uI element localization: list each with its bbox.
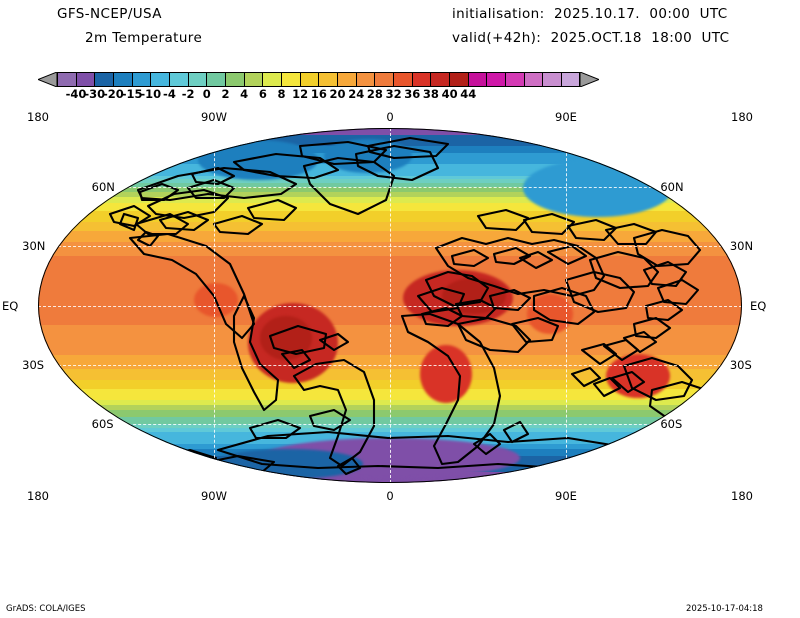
colorbar-swatch [374, 72, 394, 87]
colorbar-swatch [206, 72, 226, 87]
colorbar-tick-label: -15 [121, 87, 143, 101]
colorbar-tick-label: 0 [202, 87, 211, 101]
colorbar-swatch [169, 72, 188, 87]
colorbar-tick-label: 2 [221, 87, 230, 101]
colorbar-swatch [299, 72, 319, 87]
latitude-label-right: 60N [660, 180, 684, 195]
colorbar-tick-label: 32 [385, 87, 402, 101]
colorbar-tick-label: 38 [422, 87, 439, 101]
colorbar-swatch [411, 72, 431, 87]
latitude-label-left: 30N [22, 239, 46, 254]
longitude-label-top: 180 [731, 110, 753, 124]
colorbar-swatch [225, 72, 244, 87]
colorbar-tick-label: 24 [348, 87, 365, 101]
map-plot [38, 128, 742, 483]
map-canvas [38, 128, 742, 483]
page-title: GFS-NCEP/USA [57, 6, 162, 22]
colorbar-swatch [57, 72, 76, 87]
colorbar-swatch [486, 72, 506, 87]
temperature-anomaly-region [198, 140, 318, 180]
colorbar-swatch [523, 72, 543, 87]
colorbar-tick-labels: -40 -30 -20 -15 -10 -4 -2 0 2 4 6 8 12 16 20 24 28 32 36 38… [38, 87, 598, 103]
longitude-label-top: 180 [27, 110, 49, 124]
latitude-label-right: 30S [729, 357, 752, 372]
colorbar-swatch [262, 72, 282, 87]
latitude-label-left: EQ [2, 298, 19, 313]
colorbar-swatch [430, 72, 450, 87]
colorbar-swatch [393, 72, 412, 87]
colorbar-tick-label: -2 [181, 87, 195, 101]
latitude-label-left: 60S [91, 416, 114, 431]
colorbar-tick-label: 16 [310, 87, 327, 101]
colorbar-tick-label: 20 [329, 87, 346, 101]
longitude-label-bottom: 180 [731, 489, 753, 503]
longitude-label-top: 90W [200, 110, 228, 124]
longitude-label-top: 90E [555, 110, 577, 124]
colorbar-tick-label: 44 [460, 87, 477, 101]
temperature-anomaly-region [523, 159, 673, 217]
latitude-label-left: 30S [22, 357, 45, 372]
initialisation-time: initialisation: 2025.10.17. 00:00 UTC [452, 6, 728, 22]
colorbar-swatch [337, 72, 356, 87]
longitude-label-top: 0 [386, 110, 394, 124]
colorbar-swatch [131, 72, 151, 87]
valid-time: valid(+42h): 2025.OCT.18 18:00 UTC [452, 30, 730, 46]
temperature-anomaly-region [194, 283, 238, 317]
temperature-anomaly-region [420, 345, 472, 403]
field-title: 2m Temperature [85, 30, 203, 46]
colorbar-swatch [243, 72, 263, 87]
latitude-label-right: 60S [660, 416, 683, 431]
longitude-label-bottom: 90E [555, 489, 577, 503]
colorbar-swatch [318, 72, 338, 87]
colorbar-tick-label: 36 [404, 87, 421, 101]
longitude-label-bottom: 0 [386, 489, 394, 503]
temperature-anomaly-region [213, 449, 363, 479]
colorbar-swatch [150, 72, 170, 87]
colorbar-swatch [561, 72, 580, 87]
colorbar-tick-label: -10 [140, 87, 162, 101]
longitude-label-bottom: 90W [200, 489, 228, 503]
colorbar-tick-label: 8 [277, 87, 286, 101]
temperature-band [38, 481, 742, 483]
colorbar-swatch [281, 72, 300, 87]
latitude-label-right: EQ [750, 298, 767, 313]
colorbar-swatch [355, 72, 375, 87]
temperature-anomaly-region [260, 316, 312, 360]
footer-credit: GrADS: COLA/IGES [6, 604, 86, 614]
colorbar-swatch [542, 72, 562, 87]
temperature-anomaly-region [324, 139, 412, 173]
colorbar-swatch [187, 72, 207, 87]
footer-timestamp: 2025-10-17-04:18 [686, 604, 763, 614]
colorbar-tick-label: 40 [441, 87, 458, 101]
colorbar-swatch [449, 72, 468, 87]
colorbar-tick-label: 6 [258, 87, 267, 101]
colorbar-swatch [467, 72, 487, 87]
longitude-label-bottom: 180 [27, 489, 49, 503]
temperature-anomaly-region [442, 278, 506, 314]
colorbar-swatch [113, 72, 132, 87]
colorbar-tick-label: 12 [292, 87, 309, 101]
temperature-anomaly-region [527, 294, 573, 334]
colorbar-tick-label: -4 [163, 87, 176, 101]
colorbar-swatches [57, 72, 580, 87]
colorbar: -40 -30 -20 -15 -10 -4 -2 0 2 4 6 8 12 16 20 24 28 32 36 38… [38, 66, 599, 106]
colorbar-over-arrow-icon [580, 72, 599, 87]
colorbar-under-arrow-icon [38, 72, 57, 87]
latitude-label-right: 30N [729, 239, 754, 254]
temperature-anomaly-region [606, 354, 670, 398]
latitude-label-left: 60N [91, 180, 115, 195]
colorbar-tick-label: -20 [103, 87, 124, 101]
colorbar-tick-label: -30 [84, 87, 106, 101]
colorbar-swatch [505, 72, 524, 87]
colorbar-swatch [75, 72, 95, 87]
colorbar-swatch [94, 72, 114, 87]
colorbar-tick-label: 28 [366, 87, 383, 101]
colorbar-tick-label: 4 [240, 87, 249, 101]
colorbar-tick-label: -40 [65, 87, 87, 101]
